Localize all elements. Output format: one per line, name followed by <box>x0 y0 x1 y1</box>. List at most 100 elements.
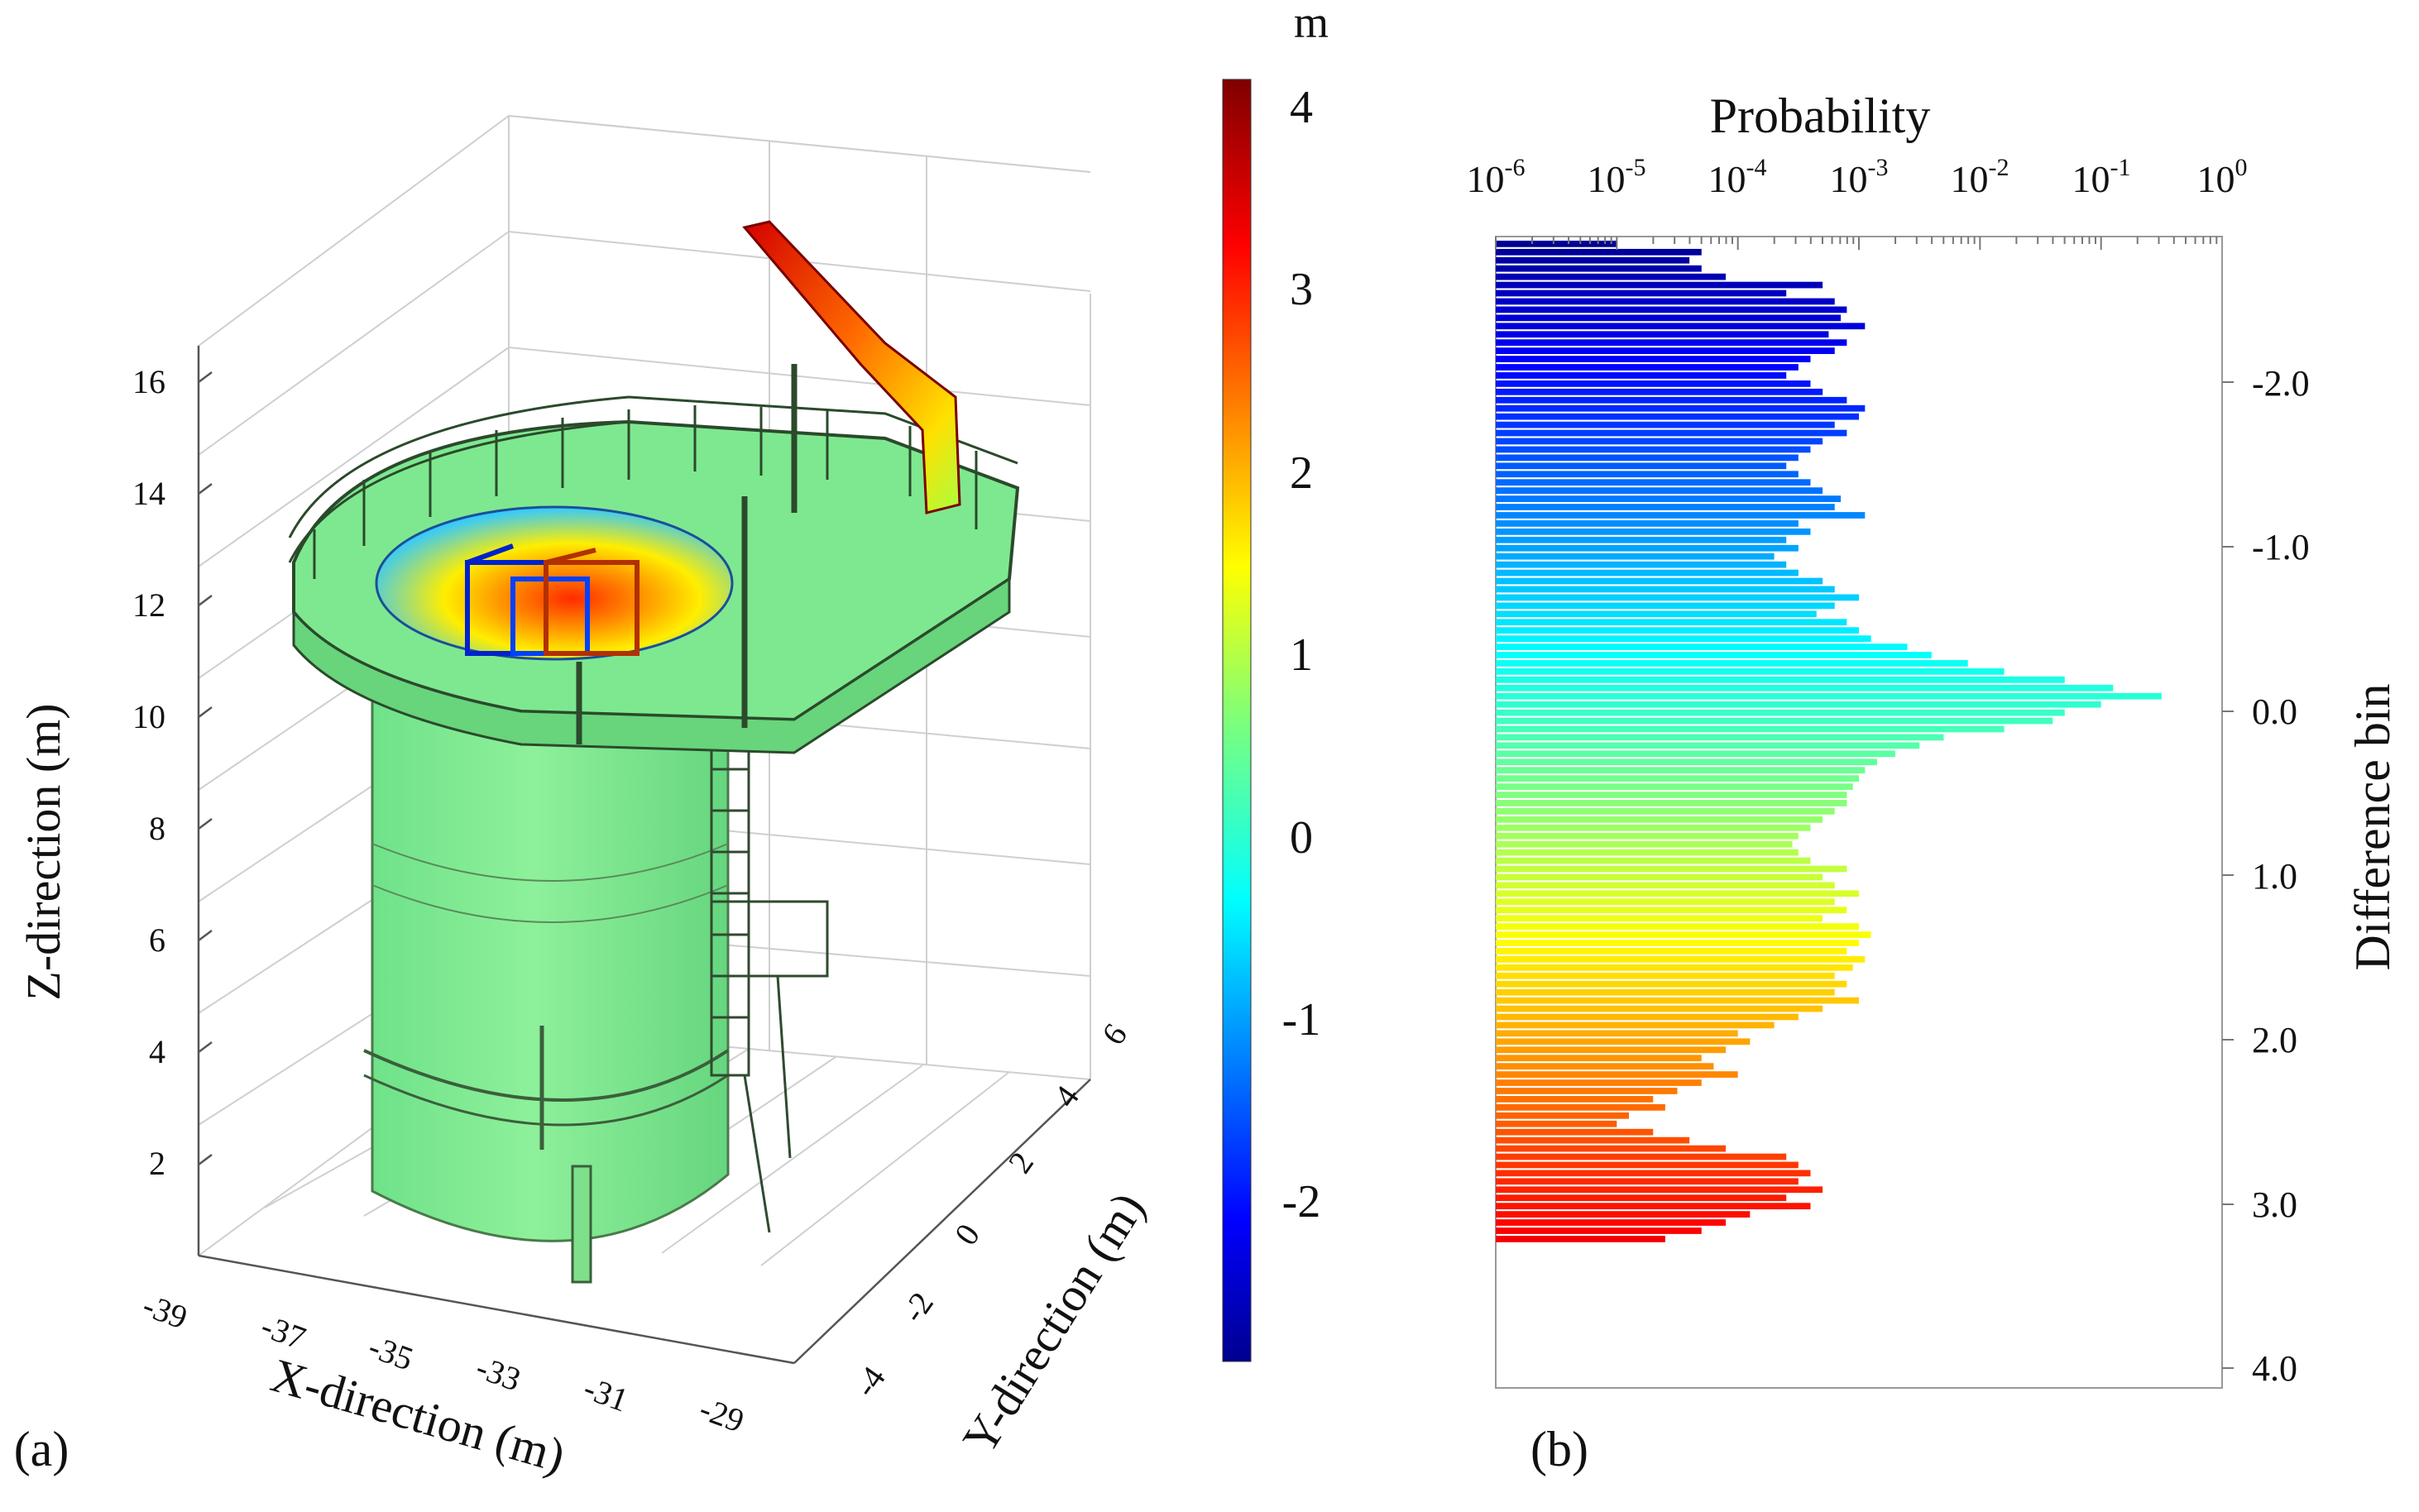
x-tick-label: -33 <box>472 1348 526 1399</box>
histogram-bar <box>1496 1030 1738 1037</box>
histogram-bar <box>1496 824 1811 831</box>
x-tick-label: 10-2 <box>1951 154 2009 200</box>
histogram-bar <box>1496 619 1847 626</box>
x-tick-label: 10-6 <box>1467 154 1526 200</box>
y-tick-label: 1.0 <box>2252 856 2297 897</box>
histogram-bar <box>1496 775 1859 782</box>
histogram-bar <box>1496 1079 1702 1086</box>
histogram-bar <box>1496 454 1799 462</box>
y-tick-label: 0.0 <box>2252 691 2297 732</box>
histogram-bar <box>1496 536 1787 543</box>
histogram-bar <box>1496 256 1690 264</box>
histogram-bar <box>1496 980 1847 988</box>
z-tick-label: 6 <box>149 921 165 959</box>
y-axis-title: Difference bin <box>2345 683 2400 970</box>
histogram-bar <box>1496 331 1829 338</box>
histogram-bar <box>1496 792 1847 798</box>
histogram-bar <box>1496 495 1842 502</box>
histogram-bar <box>1496 602 1835 610</box>
histogram-bar <box>1496 635 1871 642</box>
y-tick-label: 0 <box>947 1217 987 1251</box>
histogram-bar <box>1496 988 1835 996</box>
panel-a-label: (a) <box>14 1422 69 1476</box>
histogram-bar <box>1496 504 1835 510</box>
histogram-bar <box>1496 873 1823 881</box>
histogram-bar <box>1496 882 1835 889</box>
histogram-bar <box>1496 446 1811 453</box>
z-tick-label: 8 <box>149 810 165 847</box>
histogram-bar <box>1496 1186 1823 1194</box>
histogram-bar <box>1496 1136 1690 1144</box>
histogram-bar <box>1496 717 2053 725</box>
histogram-bar <box>1496 1219 1727 1226</box>
colorbar-unit: m <box>1294 0 1329 47</box>
histogram-bar <box>1496 240 1617 247</box>
histogram-bar <box>1496 750 1895 758</box>
histogram-bar <box>1496 421 1835 428</box>
histogram-bar <box>1496 1161 1799 1169</box>
crane-arm <box>742 220 961 514</box>
histogram-bar <box>1496 314 1842 322</box>
y-axis-ticks <box>2222 381 2234 1369</box>
histogram-bar <box>1496 462 1787 470</box>
panel-a-axes <box>197 346 1091 1365</box>
histogram-bar <box>1496 364 1799 371</box>
histogram-bar <box>1496 610 1817 618</box>
z-tick-label: 14 <box>132 475 165 512</box>
histogram-bar <box>1496 1236 1665 1242</box>
histogram-bar <box>1496 265 1702 272</box>
histogram-bar <box>1496 1013 1799 1021</box>
histogram-bar <box>1496 1227 1702 1234</box>
x-tick-label: -31 <box>579 1369 634 1419</box>
histogram-bar <box>1496 1203 1811 1210</box>
colorbar-tick-label: 1 <box>1290 629 1313 681</box>
histogram-bar <box>1496 890 1859 897</box>
x-minor-ticks <box>1495 237 2218 250</box>
histogram-bar <box>1496 758 1877 766</box>
histogram-bar <box>1496 512 1866 519</box>
histogram-bar <box>1496 915 1823 922</box>
y-tick-label: -2 <box>894 1285 941 1329</box>
histogram-bar <box>1496 1145 1727 1152</box>
colorbar-tick-label: 2 <box>1290 447 1313 499</box>
point-cloud-structure <box>288 220 1020 1284</box>
histogram-bar <box>1496 1038 1751 1045</box>
histogram-bar <box>1496 561 1787 568</box>
histogram-bar <box>1496 372 1787 379</box>
histogram-bar <box>1496 273 1727 280</box>
histogram-bar <box>1496 956 1866 963</box>
y-tick-label: 6 <box>1095 1017 1134 1051</box>
z-tick-label: 2 <box>149 1145 165 1182</box>
z-tick-label: 10 <box>132 698 165 735</box>
histogram-bar <box>1496 577 1823 585</box>
z-tick-label: 16 <box>132 363 165 400</box>
histogram-bar <box>1496 734 1944 741</box>
histogram-bar <box>1496 1022 1775 1029</box>
histogram-bar <box>1496 1046 1727 1054</box>
colorbar-tick-label: -2 <box>1282 1176 1321 1227</box>
histogram-bar <box>1496 676 2065 683</box>
histogram-bar <box>1496 594 1859 601</box>
histogram-bar <box>1496 429 1847 437</box>
x-axis-title: Probability <box>1710 89 1931 143</box>
histogram-bar <box>1496 1112 1629 1119</box>
histogram-bar <box>1496 356 1811 362</box>
histogram-bar <box>1496 289 1787 297</box>
panel-b-histogram: 10-6 10-5 10-4 10-3 10-2 10-1 100 Probab… <box>1467 89 2401 1476</box>
x-axis-tick-labels: 10-6 10-5 10-4 10-3 10-2 10-1 100 <box>1467 154 2248 200</box>
colorbar-tick-label: 4 <box>1290 82 1313 133</box>
histogram-bar <box>1496 413 1859 420</box>
y-tick-label: -2.0 <box>2252 363 2310 404</box>
histogram-bar <box>1496 520 1799 527</box>
panel-b-label: (b) <box>1530 1422 1588 1476</box>
histogram-bar <box>1496 347 1835 354</box>
colorbar <box>1222 79 1252 1362</box>
y-tick-label: 3.0 <box>2252 1184 2297 1225</box>
histogram-bar <box>1496 709 2065 716</box>
histogram-bar <box>1496 857 1811 864</box>
histogram-bar <box>1496 1096 1654 1103</box>
x-tick-label: -39 <box>138 1286 193 1337</box>
histogram-bar <box>1496 1103 1665 1111</box>
histogram-bar <box>1496 1005 1823 1012</box>
